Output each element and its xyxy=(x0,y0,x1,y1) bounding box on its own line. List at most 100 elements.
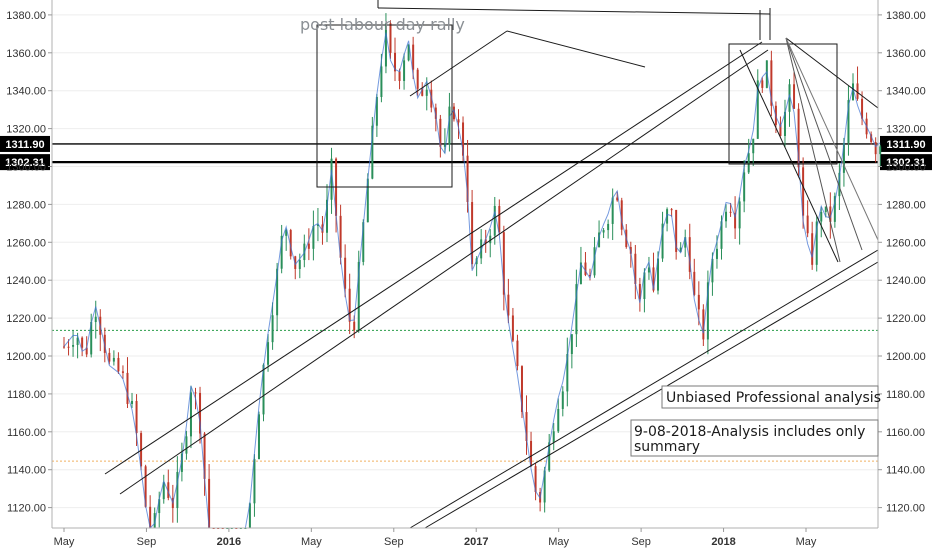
candle-body xyxy=(108,352,111,362)
x-tick-label: 2017 xyxy=(464,536,488,548)
candle-body xyxy=(688,237,691,272)
candle-body xyxy=(398,71,401,81)
candle-body xyxy=(412,44,415,70)
candle-body xyxy=(820,211,823,222)
candle-body xyxy=(570,334,573,355)
candle-body xyxy=(425,89,428,96)
candle-body xyxy=(76,337,79,345)
candle-body xyxy=(579,262,582,285)
candle-body xyxy=(575,284,578,335)
y-tick-label-right: 1360.00 xyxy=(886,48,926,60)
candle-body xyxy=(675,209,678,252)
candle-body xyxy=(112,357,115,362)
candle-body xyxy=(761,80,764,88)
candle-body xyxy=(153,513,156,528)
y-tick-label-left: 1320.00 xyxy=(6,124,46,136)
candle-body xyxy=(734,212,737,229)
y-tick-label-right: 1280.00 xyxy=(886,199,926,211)
candle-body xyxy=(838,172,841,197)
candle-body xyxy=(756,80,759,139)
candle-body xyxy=(85,347,88,355)
candle-body xyxy=(511,315,514,341)
channel-upper-line-1 xyxy=(104,41,763,475)
candle-body xyxy=(697,294,700,310)
candle-body xyxy=(752,138,755,154)
candle-body xyxy=(525,412,528,441)
y-tick-label-left: 1120.00 xyxy=(7,503,46,515)
x-tick-label: Sep xyxy=(631,536,651,548)
y-tick-label-left: 1260.00 xyxy=(6,237,46,249)
price-level-label-left: 1302.31 xyxy=(5,157,45,169)
candle-body xyxy=(462,122,465,156)
candle-body xyxy=(176,471,179,509)
candle-body xyxy=(407,44,410,61)
y-tick-label-right: 1380.00 xyxy=(886,10,926,22)
candle-body xyxy=(652,267,655,291)
candle-body xyxy=(344,257,347,289)
price-level-label-left: 1311.90 xyxy=(5,139,44,151)
summary-box xyxy=(630,419,879,457)
candle-body xyxy=(484,239,487,244)
x-tick-label: May xyxy=(54,536,75,548)
candle-body xyxy=(647,267,650,273)
channel-lower-line-1 xyxy=(409,249,879,529)
y-tick-label-right: 1260.00 xyxy=(886,237,926,249)
candle-body xyxy=(63,346,65,348)
candle-body xyxy=(679,247,682,252)
candle-body xyxy=(167,482,170,498)
candle-body xyxy=(725,211,728,222)
candle-body xyxy=(180,453,183,472)
candle-body xyxy=(842,142,845,173)
y-tick-label-right: 1320.00 xyxy=(886,124,926,136)
candle-body xyxy=(380,66,383,98)
candle-body xyxy=(806,215,809,234)
candle-body xyxy=(257,414,260,460)
y-tick-label-right: 1120.00 xyxy=(886,503,925,515)
candle-body xyxy=(715,248,718,259)
candle-body xyxy=(389,23,392,53)
candle-body xyxy=(552,431,555,443)
candle-body xyxy=(593,247,596,276)
candle-body xyxy=(620,200,623,230)
candle-body xyxy=(72,344,75,347)
candle-body xyxy=(371,125,374,179)
x-tick-label: 2016 xyxy=(217,536,241,548)
candle-body xyxy=(271,315,274,343)
top-horizontal-line xyxy=(377,7,771,15)
y-tick-label-right: 1220.00 xyxy=(886,313,926,325)
fan-line-2 xyxy=(785,37,863,251)
top-box xyxy=(728,43,838,165)
candle-body xyxy=(779,124,782,136)
candle-body xyxy=(353,321,356,331)
candle-body xyxy=(199,392,202,434)
candle-body xyxy=(661,223,664,259)
candle-body xyxy=(316,224,319,227)
y-tick-label-left: 1200.00 xyxy=(6,351,46,363)
y-tick-label-left: 1300.00 xyxy=(6,162,46,174)
candle-body xyxy=(833,196,836,222)
x-tick-label: Sep xyxy=(137,536,157,548)
candle-body xyxy=(670,209,673,211)
candle-body xyxy=(194,392,197,394)
moving-average-line xyxy=(63,32,881,530)
price-level-tag-right xyxy=(880,154,932,171)
y-tick-label-right: 1140.00 xyxy=(886,465,925,477)
candle-body xyxy=(729,211,732,213)
candle-body xyxy=(811,233,814,265)
candle-body xyxy=(81,337,84,348)
fan-line-3 xyxy=(785,37,841,263)
candle-body xyxy=(253,459,256,504)
y-tick-label-right: 1200.00 xyxy=(886,351,926,363)
x-tick-label: May xyxy=(796,536,817,548)
candle-body xyxy=(747,153,750,173)
y-tick-label-left: 1360.00 xyxy=(6,48,46,60)
candle-body xyxy=(443,144,446,147)
candle-body xyxy=(530,440,533,467)
fan-line-4 xyxy=(739,49,839,263)
candle-body xyxy=(598,232,601,248)
y-tick-label-right: 1180.00 xyxy=(886,389,925,401)
candle-body xyxy=(702,309,705,340)
candle-body xyxy=(516,340,519,367)
